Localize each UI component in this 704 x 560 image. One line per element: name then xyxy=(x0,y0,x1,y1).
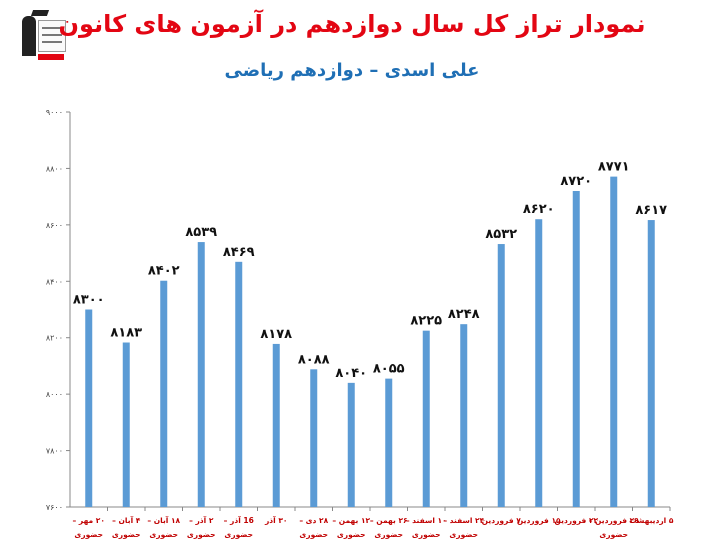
bar xyxy=(235,261,243,507)
y-tick-label: ۸۴۰۰ xyxy=(46,277,63,286)
x-tick-label: ۲۴ اسفند – حضوری xyxy=(443,516,484,539)
data-label: ۸۵۳۹ xyxy=(185,225,217,240)
chart-subtitle: علی اسدی – دوازدهم ریاضی xyxy=(224,60,480,81)
x-tick-label: ۵ اردیبهشت xyxy=(629,516,674,525)
x-tick-label: ۷ فروردین xyxy=(482,516,522,525)
data-label: ۸۰۵۵ xyxy=(373,362,405,377)
x-tick-label: ۳۰ آذر xyxy=(264,515,288,525)
x-tick-label: ۱۵ فروردین xyxy=(517,516,561,525)
y-tick-label: ۸۶۰۰ xyxy=(46,221,63,230)
data-label: ۸۵۳۲ xyxy=(485,227,517,242)
x-tick-label: ۲۸ دی – حضوری xyxy=(299,516,328,539)
bar xyxy=(197,242,205,507)
bar xyxy=(347,382,355,507)
logo xyxy=(18,10,66,60)
data-label: ۸۲۴۸ xyxy=(448,307,480,322)
bar xyxy=(572,191,580,507)
bar xyxy=(385,378,393,507)
bar xyxy=(85,309,93,507)
data-label: ۸۷۷۱ xyxy=(598,160,630,175)
data-label: ۸۶۲۰ xyxy=(523,202,555,217)
data-label: ۸۱۷۸ xyxy=(260,327,292,342)
y-tick-label: ۸۰۰۰ xyxy=(46,390,63,399)
x-tick-label: ۲۹ فروردین – حضوری xyxy=(589,516,640,539)
bar xyxy=(535,219,543,507)
bar xyxy=(610,176,618,507)
bar xyxy=(497,244,505,508)
x-tick-label: ۲۲ فروردین xyxy=(554,516,598,525)
bar xyxy=(272,343,280,507)
bar xyxy=(310,369,318,507)
data-label: ۸۷۲۰ xyxy=(560,174,592,189)
chart-title: نمودار تراز کل سال دوازدهم در آزمون های … xyxy=(58,10,646,38)
data-label: ۸۲۲۵ xyxy=(410,314,442,329)
y-tick-label: ۷۶۰۰ xyxy=(46,503,63,512)
x-tick-label: ۱۸ آبان – حضوری xyxy=(147,515,180,539)
x-tick-label: ۴ آبان – حضوری xyxy=(112,515,141,539)
y-tick-label: ۷۸۰۰ xyxy=(46,447,63,456)
x-tick-label: ۲۰ مهر – حضوری xyxy=(73,516,105,539)
bar xyxy=(647,220,655,507)
data-label: ۸۱۸۳ xyxy=(110,326,142,341)
bar xyxy=(160,280,168,507)
x-tick-label: ۲ آذر – حضوری xyxy=(187,515,216,539)
data-label: ۸۶۱۷ xyxy=(635,203,667,218)
x-tick-label: ۱۲ بهمن – حضوری xyxy=(332,516,370,539)
bar xyxy=(122,342,130,507)
x-tick-label: 16 آذر – حضوری xyxy=(224,515,254,539)
x-tick-label: ۲۶ بهمن – حضوری xyxy=(370,516,408,539)
data-label: ۸۰۸۸ xyxy=(298,352,330,367)
data-label: ۸۴۶۹ xyxy=(223,245,255,260)
x-tick-label: ۱۰ اسفند – حضوری xyxy=(406,516,447,539)
y-tick-label: ۸۲۰۰ xyxy=(46,334,63,343)
bar xyxy=(422,330,430,507)
y-tick-label: ۹۰۰۰ xyxy=(46,108,63,117)
data-label: ۸۴۰۲ xyxy=(148,264,180,279)
data-label: ۸۰۴۰ xyxy=(335,366,367,381)
bar xyxy=(460,324,468,507)
y-tick-label: ۸۸۰۰ xyxy=(46,164,63,173)
data-label: ۸۳۰۰ xyxy=(73,293,105,308)
